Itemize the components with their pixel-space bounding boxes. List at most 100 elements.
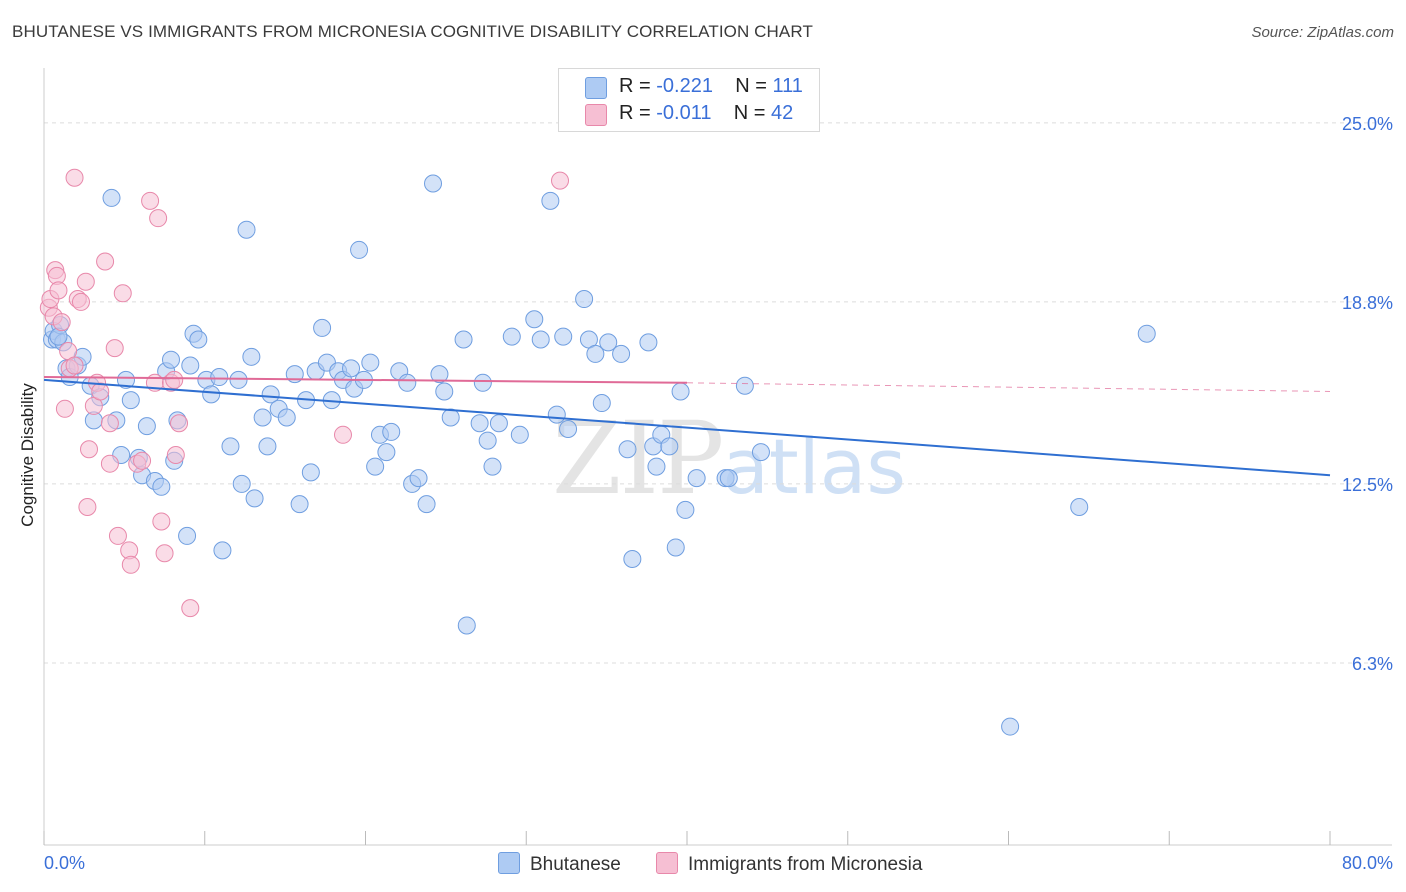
micronesia-point <box>55 399 74 418</box>
micronesia-point <box>65 356 84 375</box>
micronesia-point <box>96 252 115 271</box>
bhutanese-point <box>161 350 180 369</box>
bhutanese-trendline <box>43 378 1331 477</box>
bhutanese-point <box>366 457 385 476</box>
bhutanese-point <box>666 538 685 557</box>
bhutanese-point <box>676 500 695 519</box>
bhutanese-point <box>531 330 550 349</box>
legend-swatch-micronesia <box>585 104 607 126</box>
bhutanese-point <box>237 220 256 239</box>
micronesia-point <box>52 313 71 332</box>
bhutanese-point <box>541 191 560 210</box>
bhutanese-point <box>1001 717 1020 736</box>
micronesia-point <box>170 414 189 433</box>
legend-n-value: 111 <box>772 75 803 97</box>
bhutanese-point <box>1137 324 1156 343</box>
bhutanese-point <box>424 174 443 193</box>
micronesia-point <box>149 209 168 228</box>
bhutanese-point <box>559 420 578 439</box>
bhutanese-point <box>457 616 476 635</box>
bhutanese-point <box>483 457 502 476</box>
bhutanese-point <box>102 188 121 207</box>
micronesia-point <box>80 440 99 459</box>
micronesia-point <box>49 281 68 300</box>
legend-swatch <box>656 852 678 874</box>
legend-n-label: N = <box>733 102 771 124</box>
bhutanese-point <box>178 526 197 545</box>
micronesia-point <box>152 512 171 531</box>
legend-r-value: -0.011 <box>656 102 712 124</box>
micronesia-point <box>108 526 127 545</box>
bhutanese-point <box>189 330 208 349</box>
x-tick-label-left: 0.0% <box>44 853 85 873</box>
bhutanese-point <box>121 391 140 410</box>
micronesia-point <box>113 284 132 303</box>
legend-n-value: 42 <box>770 102 794 124</box>
bhutanese-point <box>350 240 369 259</box>
bhutanese-point <box>417 495 436 514</box>
bhutanese-point <box>575 290 594 309</box>
bhutanese-point <box>525 310 544 329</box>
bhutanese-point <box>261 385 280 404</box>
bhutanese-point <box>342 359 361 378</box>
micronesia-point <box>100 454 119 473</box>
legend-swatch-bhutanese <box>585 77 607 99</box>
legend-r-value: -0.221 <box>656 75 713 97</box>
micronesia-point <box>551 171 570 190</box>
bhutanese-point <box>210 368 229 387</box>
y-tick-label: 25.0% <box>1342 114 1393 134</box>
bhutanese-point <box>232 474 251 493</box>
y-tick-label: 12.5% <box>1342 475 1393 495</box>
bhutanese-point <box>478 431 497 450</box>
x-tick-label-right: 80.0% <box>1342 853 1393 873</box>
micronesia-point <box>165 370 184 389</box>
micronesia-point <box>166 446 185 465</box>
bhutanese-point <box>361 353 380 372</box>
bhutanese-point <box>647 457 666 476</box>
bhutanese-point <box>245 489 264 508</box>
bhutanese-point <box>137 417 156 436</box>
bhutanese-point <box>258 437 277 456</box>
micronesia-trendline <box>43 376 688 384</box>
legend-r-label: R = <box>619 75 657 97</box>
bhutanese-point <box>502 327 521 346</box>
bhutanese-point <box>253 408 272 427</box>
bhutanese-point <box>430 365 449 384</box>
legend-label: Immigrants from Micronesia <box>688 854 923 875</box>
micronesia-point <box>181 599 200 618</box>
micronesia-point <box>65 168 84 187</box>
bhutanese-point <box>221 437 240 456</box>
micronesia-point <box>76 272 95 291</box>
bhutanese-point <box>1070 498 1089 517</box>
legend-swatch <box>498 852 520 874</box>
bhutanese-point <box>229 370 248 389</box>
watermark: ZIPatlas <box>552 400 906 517</box>
micronesia-point <box>91 382 110 401</box>
y-tick-label: 18.8% <box>1342 293 1393 313</box>
micronesia-point <box>133 451 152 470</box>
bhutanese-point <box>313 318 332 337</box>
bhutanese-point <box>510 425 529 444</box>
micronesia-point <box>155 544 174 563</box>
bhutanese-point <box>473 373 492 392</box>
micronesia-point <box>333 425 352 444</box>
chart-title: BHUTANESE VS IMMIGRANTS FROM MICRONESIA … <box>12 22 813 41</box>
legend-item-bhutanese: Bhutanese <box>498 852 621 876</box>
micronesia-point <box>105 339 124 358</box>
micronesia-point <box>141 191 160 210</box>
bhutanese-point <box>398 373 417 392</box>
legend-n-label: N = <box>735 75 773 97</box>
bhutanese-point <box>719 469 738 488</box>
bhutanese-point <box>470 414 489 433</box>
bhutanese-point <box>382 422 401 441</box>
bhutanese-point <box>687 469 706 488</box>
bhutanese-point <box>586 344 605 363</box>
bhutanese-point <box>660 437 679 456</box>
bhutanese-point <box>751 443 770 462</box>
bhutanese-point <box>592 394 611 413</box>
bhutanese-point <box>671 382 690 401</box>
bhutanese-point <box>623 550 642 569</box>
source-label: Source: ZipAtlas.com <box>1251 24 1394 41</box>
bhutanese-point <box>301 463 320 482</box>
